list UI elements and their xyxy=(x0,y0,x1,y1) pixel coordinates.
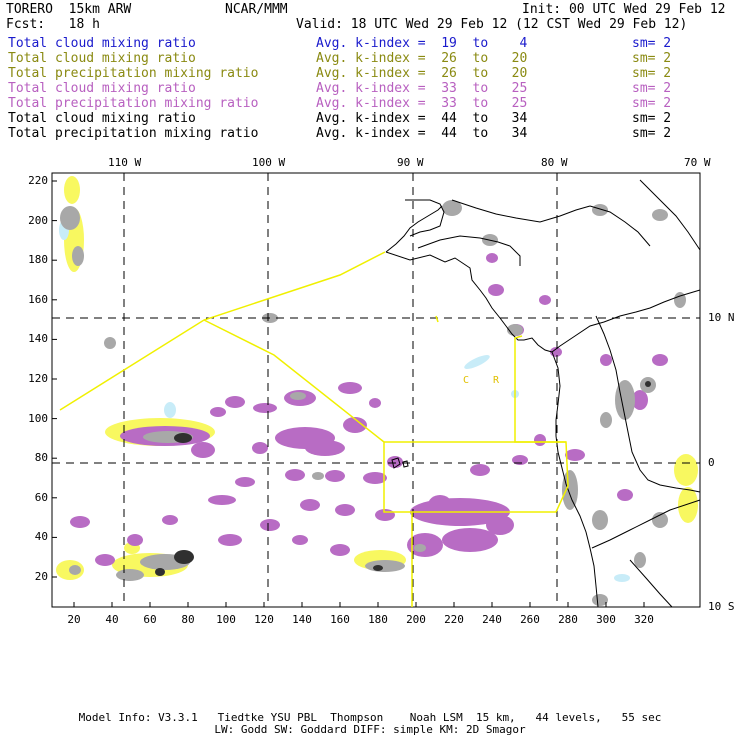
legend-field: Total precipitation mixing ratio xyxy=(8,96,259,111)
x-grid-label: 280 xyxy=(558,613,578,626)
x-grid-label: 180 xyxy=(368,613,388,626)
x-grid-label: 100 xyxy=(216,613,236,626)
coastlines xyxy=(385,179,701,608)
x-grid-label: 140 xyxy=(292,613,312,626)
model-info-line1: Model Info: V3.3.1 Tiedtke YSU PBL Thomp… xyxy=(78,711,662,724)
longitude-label: 70 W xyxy=(684,156,711,169)
y-grid-label: 160 xyxy=(28,292,48,306)
y-grid-label: 140 xyxy=(28,332,48,346)
legend-kindex: Avg. k-index = 26 to 20 xyxy=(316,66,528,81)
model-title: TORERO 15km ARW xyxy=(6,2,132,17)
x-grid-label: 80 xyxy=(181,613,195,626)
x-grid-label: 40 xyxy=(105,613,119,626)
longitude-label: 80 W xyxy=(541,156,568,169)
y-grid-label: 60 xyxy=(34,490,48,504)
legend-kindex: Avg. k-index = 44 to 34 xyxy=(316,111,528,126)
field-label-r: R xyxy=(493,375,500,386)
longitude-label: 110 W xyxy=(108,156,142,169)
legend-smoothing: sm= 2 xyxy=(632,36,672,51)
y-grid-label: 120 xyxy=(28,372,48,385)
x-grid-label: 200 xyxy=(406,613,426,626)
x-grid-label: 300 xyxy=(596,613,616,626)
x-grid-label: 60 xyxy=(143,613,157,626)
x-grid-label: 220 xyxy=(444,613,464,626)
lat-lon-grid xyxy=(52,173,700,607)
longitude-label: 90 W xyxy=(397,156,424,169)
y-grid-label: 220 xyxy=(28,174,48,187)
legend-kindex: Avg. k-index = 26 to 20 xyxy=(316,51,528,66)
y-grid-label: 80 xyxy=(34,451,48,465)
init-time: Init: 00 UTC Wed 29 Feb 12 xyxy=(522,2,726,17)
region-boundaries xyxy=(59,251,569,607)
legend-field: Total cloud mixing ratio xyxy=(8,51,196,66)
legend-kindex: Avg. k-index = 33 to 25 xyxy=(316,96,528,111)
model-info-line2: LW: Godd SW: Goddard DIFF: simple KM: 2D… xyxy=(214,723,526,736)
legend-field: Total cloud mixing ratio xyxy=(8,36,196,51)
legend-smoothing: sm= 2 xyxy=(632,66,672,81)
axis-tickmarks xyxy=(52,180,645,607)
legend-smoothing: sm= 2 xyxy=(632,81,672,96)
y-grid-label: 40 xyxy=(34,530,48,544)
y-grid-label: 20 xyxy=(34,570,48,583)
cyan-shading xyxy=(59,220,630,582)
dark-cores xyxy=(155,381,651,576)
x-grid-label: 20 xyxy=(67,613,81,626)
legend-kindex: Avg. k-index = 19 to 4 xyxy=(316,36,528,51)
gray-shading xyxy=(60,200,686,606)
y-grid-label: 200 xyxy=(28,213,48,227)
legend-smoothing: sm= 2 xyxy=(632,51,672,66)
legend-smoothing: sm= 2 xyxy=(632,126,672,141)
latitude-label: 10 S xyxy=(708,600,735,613)
legend-field: Total precipitation mixing ratio xyxy=(8,66,259,81)
legend-field: Total cloud mixing ratio xyxy=(8,81,196,96)
latitude-label: 0 xyxy=(708,456,715,469)
legend-smoothing: sm= 2 xyxy=(632,111,672,126)
legend-smoothing: sm= 2 xyxy=(632,96,672,111)
forecast-hour: Fcst: 18 h xyxy=(6,17,100,32)
y-grid-label: 180 xyxy=(28,253,48,267)
map-frame xyxy=(51,172,701,608)
field-label-c: C xyxy=(463,375,469,386)
center-label: NCAR/MMM xyxy=(225,2,288,17)
x-grid-label: 260 xyxy=(520,613,540,626)
legend-field: Total precipitation mixing ratio xyxy=(8,126,259,141)
x-grid-label: 320 xyxy=(634,613,654,626)
legend-kindex: Avg. k-index = 33 to 25 xyxy=(316,81,528,96)
longitude-label: 100 W xyxy=(252,156,286,169)
x-grid-label: 160 xyxy=(330,613,350,626)
legend-kindex: Avg. k-index = 44 to 34 xyxy=(316,126,528,141)
x-grid-label: 240 xyxy=(482,613,502,626)
valid-time: Valid: 18 UTC Wed 29 Feb 12 (12 CST Wed … xyxy=(296,17,688,32)
x-grid-label: 120 xyxy=(254,613,274,626)
legend-field: Total cloud mixing ratio xyxy=(8,111,196,126)
latitude-label: 10 N xyxy=(708,311,735,324)
y-grid-label: 100 xyxy=(28,411,48,425)
